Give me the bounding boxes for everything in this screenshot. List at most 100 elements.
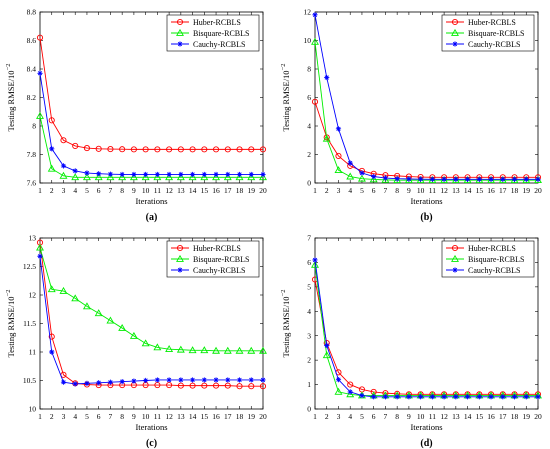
x-tick-label: 3 — [337, 412, 341, 421]
data-point — [129, 173, 138, 181]
data-point — [487, 176, 496, 184]
y-tick-label: 8.8 — [27, 8, 37, 17]
legend-label: Cauchy-RCBLS — [468, 40, 520, 49]
data-point — [143, 171, 149, 178]
x-tick-label: 15 — [201, 186, 209, 195]
data-point — [535, 176, 541, 182]
data-point — [404, 176, 413, 184]
x-tick-label: 13 — [177, 412, 185, 421]
y-tick-label: 11.5 — [23, 319, 36, 328]
data-point — [382, 175, 389, 181]
data-point — [324, 342, 330, 349]
x-tick-label: 4 — [348, 412, 352, 421]
data-point — [429, 176, 435, 182]
data-point — [476, 176, 482, 182]
legend-label: Huber-RCBLS — [193, 18, 241, 27]
x-tick-label: 17 — [499, 412, 507, 421]
data-point — [154, 171, 160, 178]
x-tick-label: 4 — [348, 186, 352, 195]
data-point — [357, 174, 366, 182]
y-tick-label: 8 — [307, 65, 311, 74]
data-point — [37, 253, 43, 259]
data-point — [47, 164, 56, 172]
y-axis-label-exponent: −2 — [280, 290, 287, 297]
x-tick-label: 6 — [372, 412, 376, 421]
x-tick-label: 4 — [73, 412, 77, 421]
data-point — [153, 173, 162, 181]
x-tick-label: 9 — [132, 412, 136, 421]
panel-label: (b) — [420, 212, 432, 223]
x-tick-label: 5 — [360, 412, 364, 421]
x-tick-label: 8 — [120, 186, 124, 195]
series-cauchy-rcbls — [312, 12, 541, 182]
data-point — [259, 146, 267, 153]
data-point — [488, 176, 494, 182]
x-tick-label: 15 — [201, 412, 209, 421]
y-axis-label: Testing RMSE/10−2 — [280, 290, 291, 358]
y-tick-label: 8.2 — [27, 93, 37, 102]
x-tick-label: 10 — [142, 412, 150, 421]
data-point — [60, 163, 67, 169]
x-tick-label: 12 — [440, 186, 448, 195]
data-point — [201, 382, 208, 389]
data-point — [464, 394, 471, 400]
data-point — [107, 146, 114, 153]
y-tick-label: 7.8 — [27, 150, 37, 159]
x-tick-label: 9 — [407, 186, 411, 195]
data-point — [359, 170, 365, 176]
series-line — [39, 37, 263, 150]
panel-label: (c) — [146, 438, 157, 449]
x-tick-label: 18 — [236, 412, 244, 421]
x-tick-label: 6 — [97, 412, 101, 421]
data-point — [153, 343, 162, 351]
x-tick-label: 15 — [476, 412, 484, 421]
x-tick-label: 5 — [85, 412, 89, 421]
legend-item: Cauchy-RCBLS — [171, 40, 245, 49]
data-point — [48, 117, 55, 124]
legend: Huber-RCBLS Bisquare-RCBLS Cauchy-RCBLS — [166, 14, 260, 52]
x-tick-label: 10 — [142, 186, 150, 195]
data-point — [347, 160, 353, 166]
data-point — [48, 333, 55, 340]
x-tick-label: 20 — [259, 412, 267, 421]
data-point — [248, 146, 255, 153]
data-point — [36, 243, 44, 251]
y-axis-label-exponent: −2 — [5, 64, 12, 71]
data-point — [36, 34, 44, 41]
data-point — [259, 173, 267, 181]
data-point — [176, 345, 185, 353]
y-axis-label: Testing RMSE/10−2 — [5, 290, 16, 358]
x-tick-label: 11 — [429, 412, 436, 421]
data-point — [535, 394, 541, 400]
data-point — [118, 323, 127, 331]
chart-panel: 1 2 3 4 5 6 7 8 9 10 11 12 13 14 15 16 17 18 19 207.67.888.… — [5, 8, 267, 223]
x-tick-label: 1 — [38, 186, 42, 195]
data-point — [322, 351, 331, 359]
x-tick-label: 13 — [452, 412, 460, 421]
data-point — [453, 176, 459, 182]
x-axis-label: Iterations — [135, 196, 167, 206]
data-point — [49, 349, 55, 355]
legend-item: Cauchy-RCBLS — [446, 40, 520, 49]
data-point — [176, 173, 185, 181]
x-tick-label: 1 — [313, 186, 317, 195]
data-point — [141, 339, 150, 347]
data-point — [500, 394, 506, 400]
x-tick-label: 14 — [189, 412, 197, 421]
data-point — [260, 377, 266, 383]
data-point — [166, 146, 173, 153]
x-tick-label: 4 — [73, 186, 77, 195]
legend-label: Bisquare-RCBLS — [193, 29, 249, 38]
data-point — [118, 173, 127, 181]
x-tick-label: 9 — [407, 412, 411, 421]
x-tick-label: 14 — [189, 186, 197, 195]
data-point — [84, 170, 90, 176]
data-point — [154, 146, 161, 153]
series-bisquare-rcbls — [311, 37, 542, 184]
y-tick-label: 5 — [307, 282, 311, 291]
x-tick-label: 1 — [313, 412, 317, 421]
panel-label: (d) — [420, 438, 432, 449]
data-point — [236, 146, 243, 153]
series-huber-rcbls — [36, 34, 267, 153]
y-axis-label: Testing RMSE/10−2 — [280, 64, 291, 132]
